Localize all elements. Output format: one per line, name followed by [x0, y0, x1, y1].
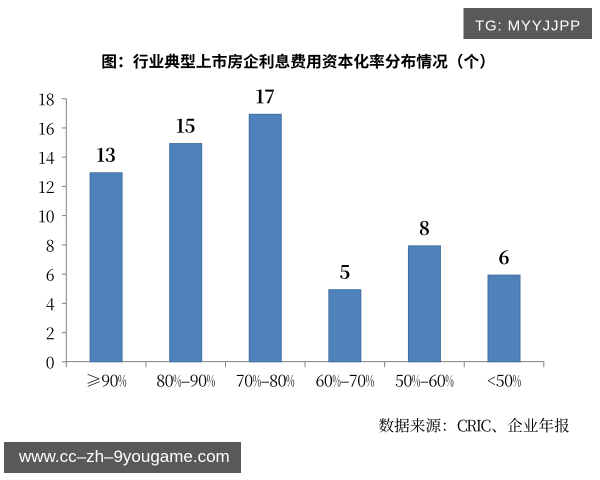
svg-text:www.cc–zh–9yougame.com: www.cc–zh–9yougame.com: [18, 447, 230, 466]
svg-text:TG: MYYJJPP: TG: MYYJJPP: [475, 18, 581, 35]
